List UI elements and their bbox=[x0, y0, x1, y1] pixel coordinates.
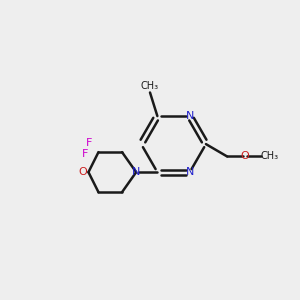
Text: CH₃: CH₃ bbox=[260, 152, 278, 161]
Text: F: F bbox=[86, 138, 92, 148]
Text: N: N bbox=[132, 167, 140, 177]
Text: CH₃: CH₃ bbox=[141, 81, 159, 91]
Text: O: O bbox=[78, 167, 87, 177]
Text: O: O bbox=[240, 152, 249, 161]
Text: N: N bbox=[186, 167, 194, 177]
Text: F: F bbox=[82, 149, 88, 160]
Text: N: N bbox=[186, 111, 194, 121]
